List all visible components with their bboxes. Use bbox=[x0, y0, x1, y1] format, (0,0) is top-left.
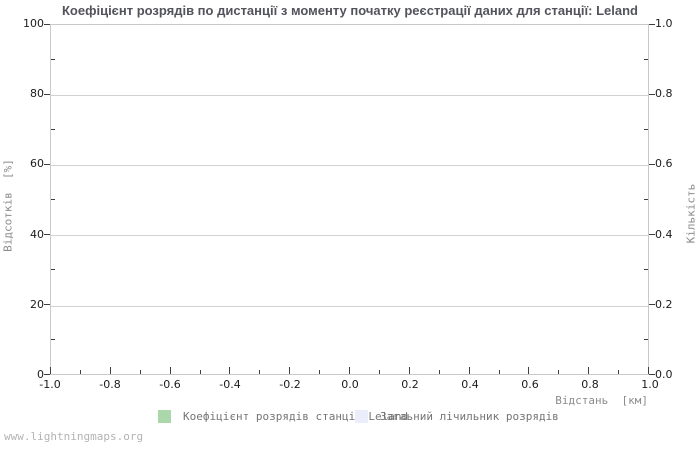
x-minor-tick bbox=[558, 370, 559, 374]
x-tick-0.4: 0.4 bbox=[461, 378, 479, 391]
y-axis-label-right: Кількість bbox=[684, 183, 698, 244]
gridline-20 bbox=[51, 306, 648, 307]
x-major-tick bbox=[648, 367, 649, 374]
x-tick-0.8: 0.8 bbox=[581, 378, 599, 391]
x-major-tick bbox=[229, 367, 230, 374]
y-major-tick bbox=[44, 304, 50, 305]
gridline-40 bbox=[51, 235, 648, 236]
chart-title: Коефіцієнт розрядів по дистанції з момен… bbox=[61, 3, 639, 18]
x-major-tick bbox=[50, 367, 51, 374]
x-tick-1.0: 1.0 bbox=[641, 378, 659, 391]
y-major-tick bbox=[649, 234, 655, 235]
legend-label: Загаьний лічильник розрядів bbox=[380, 410, 559, 423]
x-minor-tick bbox=[439, 370, 440, 374]
y-minor-tick bbox=[644, 59, 648, 60]
y-major-tick bbox=[649, 164, 655, 165]
legend-label: Коефіцієнт розрядів станції Leland bbox=[183, 410, 409, 423]
x-tick--0.8: -0.8 bbox=[99, 378, 121, 391]
x-minor-tick bbox=[618, 370, 619, 374]
x-axis-label: Відстань [км] bbox=[555, 394, 648, 407]
x-major-tick bbox=[289, 367, 290, 374]
y-minor-tick bbox=[51, 339, 55, 340]
x-tick--1.0: -1.0 bbox=[39, 378, 61, 391]
y-minor-tick bbox=[644, 129, 648, 130]
y-major-tick bbox=[649, 94, 655, 95]
plot-area bbox=[50, 24, 649, 375]
x-major-tick bbox=[588, 367, 589, 374]
legend-item-coefficient: Коефіцієнт розрядів станції Leland bbox=[158, 409, 408, 423]
y-right-tick-1.0: 1.0 bbox=[655, 17, 673, 30]
y-major-tick bbox=[44, 24, 50, 25]
legend: Коефіцієнт розрядів станції Leland Загаь… bbox=[0, 409, 700, 425]
legend-swatch-green bbox=[158, 410, 171, 423]
x-tick-0.6: 0.6 bbox=[521, 378, 539, 391]
y-right-tick-0.4: 0.4 bbox=[655, 228, 673, 241]
y-right-tick-0.2: 0.2 bbox=[655, 298, 673, 311]
x-tick-0.2: 0.2 bbox=[401, 378, 419, 391]
y-right-tick-0.6: 0.6 bbox=[655, 157, 673, 170]
y-minor-tick bbox=[51, 129, 55, 130]
x-minor-tick bbox=[140, 370, 141, 374]
x-minor-tick bbox=[319, 370, 320, 374]
x-major-tick bbox=[469, 367, 470, 374]
x-minor-tick bbox=[379, 370, 380, 374]
y-minor-tick bbox=[51, 269, 55, 270]
x-major-tick bbox=[528, 367, 529, 374]
x-minor-tick bbox=[200, 370, 201, 374]
y-minor-tick bbox=[644, 199, 648, 200]
x-tick--0.4: -0.4 bbox=[219, 378, 241, 391]
y-minor-tick bbox=[51, 199, 55, 200]
x-major-tick bbox=[170, 367, 171, 374]
y-major-tick bbox=[649, 374, 655, 375]
x-major-tick bbox=[349, 367, 350, 374]
y-axis-label-left: Відсотків [%] bbox=[1, 159, 15, 252]
y-left-tick-40: 40 bbox=[30, 228, 44, 241]
x-minor-tick bbox=[499, 370, 500, 374]
x-tick-0.0: 0.0 bbox=[341, 378, 359, 391]
legend-item-total-counter: Загаьний лічильник розрядів bbox=[355, 409, 575, 423]
y-left-tick-0: 0 bbox=[37, 368, 44, 381]
x-minor-tick bbox=[259, 370, 260, 374]
y-minor-tick bbox=[644, 339, 648, 340]
y-left-tick-20: 20 bbox=[30, 298, 44, 311]
x-major-tick bbox=[110, 367, 111, 374]
gridline-80 bbox=[51, 95, 648, 96]
x-major-tick bbox=[409, 367, 410, 374]
y-right-tick-0.0: 0.0 bbox=[655, 368, 673, 381]
y-major-tick bbox=[44, 374, 50, 375]
y-left-tick-100: 100 bbox=[23, 17, 44, 30]
y-minor-tick bbox=[644, 269, 648, 270]
y-left-tick-60: 60 bbox=[30, 157, 44, 170]
y-major-tick bbox=[649, 304, 655, 305]
y-major-tick bbox=[44, 234, 50, 235]
legend-swatch-lavender bbox=[355, 410, 368, 423]
y-major-tick bbox=[44, 164, 50, 165]
y-right-tick-0.8: 0.8 bbox=[655, 87, 673, 100]
y-left-tick-80: 80 bbox=[30, 87, 44, 100]
y-major-tick bbox=[44, 94, 50, 95]
y-major-tick bbox=[649, 24, 655, 25]
x-tick--0.6: -0.6 bbox=[159, 378, 181, 391]
x-tick--0.2: -0.2 bbox=[279, 378, 301, 391]
y-minor-tick bbox=[51, 59, 55, 60]
gridline-60 bbox=[51, 165, 648, 166]
x-minor-tick bbox=[80, 370, 81, 374]
watermark: www.lightningmaps.org bbox=[4, 430, 144, 443]
